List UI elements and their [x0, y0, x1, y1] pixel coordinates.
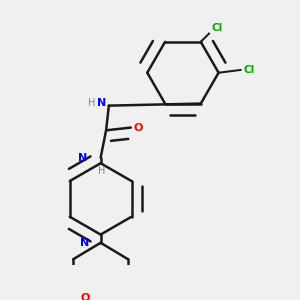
- Text: Cl: Cl: [212, 23, 223, 33]
- Text: H: H: [88, 98, 95, 108]
- Text: O: O: [80, 293, 90, 300]
- Text: H: H: [98, 166, 105, 176]
- Text: N: N: [97, 98, 106, 108]
- Text: N: N: [78, 153, 87, 163]
- Text: O: O: [134, 123, 143, 133]
- Text: Cl: Cl: [243, 65, 254, 75]
- Text: N: N: [80, 238, 90, 248]
